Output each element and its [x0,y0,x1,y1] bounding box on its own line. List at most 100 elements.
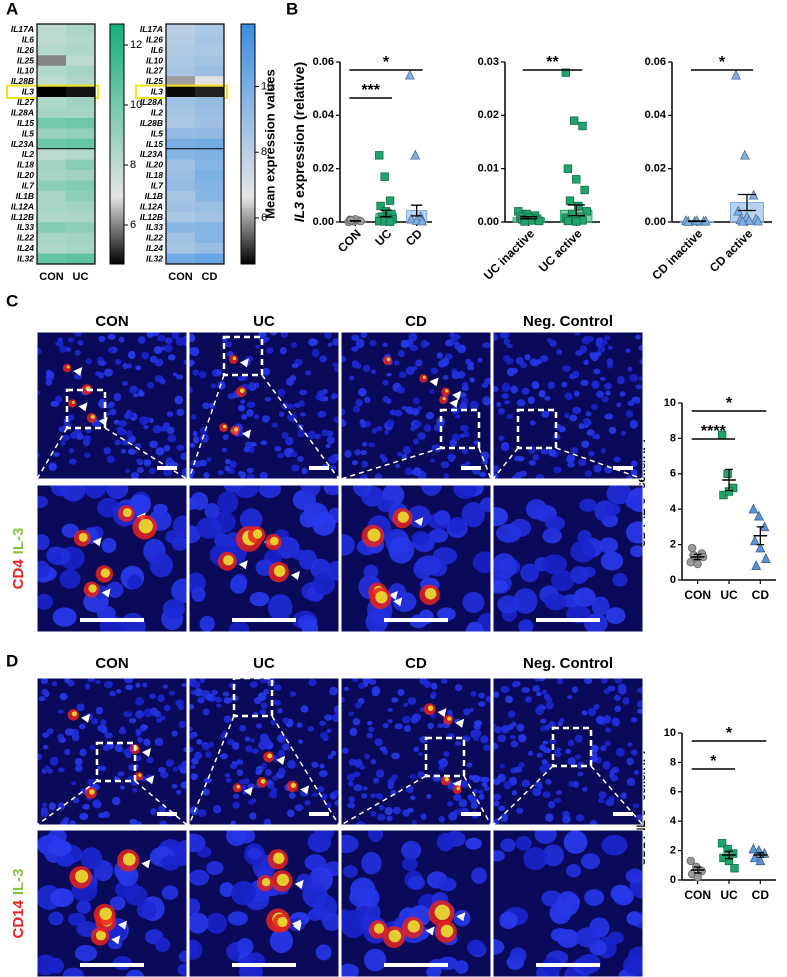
error-bar [520,216,538,220]
nucleus [125,684,134,691]
nucleus [501,382,511,392]
nucleus [51,680,58,687]
nucleus [143,424,149,430]
stain-label: CD14 IL-3 [10,868,27,938]
nucleus [352,718,361,726]
nucleus [404,467,413,476]
nucleus [289,691,296,697]
nucleus [232,801,240,809]
nucleus [57,709,64,714]
nucleus [127,448,136,455]
nucleus [499,911,518,930]
nucleus [376,426,383,432]
nucleus [315,944,332,961]
nucleus [64,748,71,756]
nucleus [482,744,491,752]
nucleus [436,832,455,852]
stain-spot [267,753,273,759]
arrowhead [300,785,310,795]
nucleus [270,332,278,336]
nucleus [181,682,187,688]
nucleus [136,458,143,464]
nucleus [132,787,138,793]
nucleus [190,492,209,511]
heatmap-cell [66,97,95,108]
nucleus [46,728,54,735]
nucleus [503,338,511,346]
nucleus [548,800,556,809]
nucleus [412,467,422,477]
nucleus [465,461,471,466]
gene-label: IL2 [151,107,164,117]
nucleus [355,338,365,349]
stain-spot [444,777,449,782]
nucleus [163,469,172,477]
gene-label: IL33 [146,222,163,232]
nucleus [206,457,212,462]
nucleus [294,804,304,812]
nucleus [386,372,392,377]
nucleus [516,807,524,814]
nucleus [64,678,71,684]
nucleus [585,411,592,417]
nucleus [259,709,267,715]
nucleus [612,887,634,906]
heatmap-cell [37,97,66,108]
nucleus [301,467,308,475]
nucleus [135,682,141,688]
nucleus [189,473,194,479]
nucleus [500,725,510,734]
nucleus [300,705,309,713]
column-header: Neg. Control [523,313,613,330]
nucleus [177,963,187,977]
gene-label: IL12B [11,212,34,222]
nucleus [87,678,96,683]
heatmap-cell [166,107,195,119]
error-bar [411,204,423,217]
nucleus [594,434,601,440]
zoom-line [104,427,188,480]
nucleus [577,771,584,777]
nucleus [366,732,373,739]
nucleus [614,705,622,713]
zoom-line [463,775,492,826]
nucleus [632,803,640,809]
nucleus [83,435,92,443]
nucleus [104,368,113,377]
nucleus [37,534,50,551]
nucleus [461,781,467,786]
nucleus [106,485,129,500]
nucleus [332,362,339,367]
nucleus [202,788,210,796]
nucleus [440,461,450,469]
nucleus [253,414,260,420]
nucleus [622,697,630,705]
gene-label: IL20 [17,170,34,180]
nucleus [614,694,621,701]
y-tick-label: 8 [670,756,676,768]
nucleus [40,807,48,813]
nucleus [473,729,482,738]
nucleus [300,485,321,498]
nucleus [374,473,383,479]
nucleus [598,791,607,799]
gene-label: IL25 [17,55,34,65]
nucleus [117,771,125,777]
nucleus [65,347,72,352]
nucleus [129,818,138,825]
nucleus [542,689,548,695]
heatmap-cell [66,86,95,98]
nucleus [394,409,403,417]
nucleus [273,699,282,706]
nucleus [394,723,403,730]
micrograph-border [36,331,188,480]
nucleus [441,678,448,684]
nucleus [37,495,49,509]
nucleus [501,332,510,339]
gene-label: IL15 [17,118,34,128]
nucleus [382,395,389,403]
nucleus [432,773,442,782]
nucleus [291,363,299,369]
nucleus [493,465,499,473]
